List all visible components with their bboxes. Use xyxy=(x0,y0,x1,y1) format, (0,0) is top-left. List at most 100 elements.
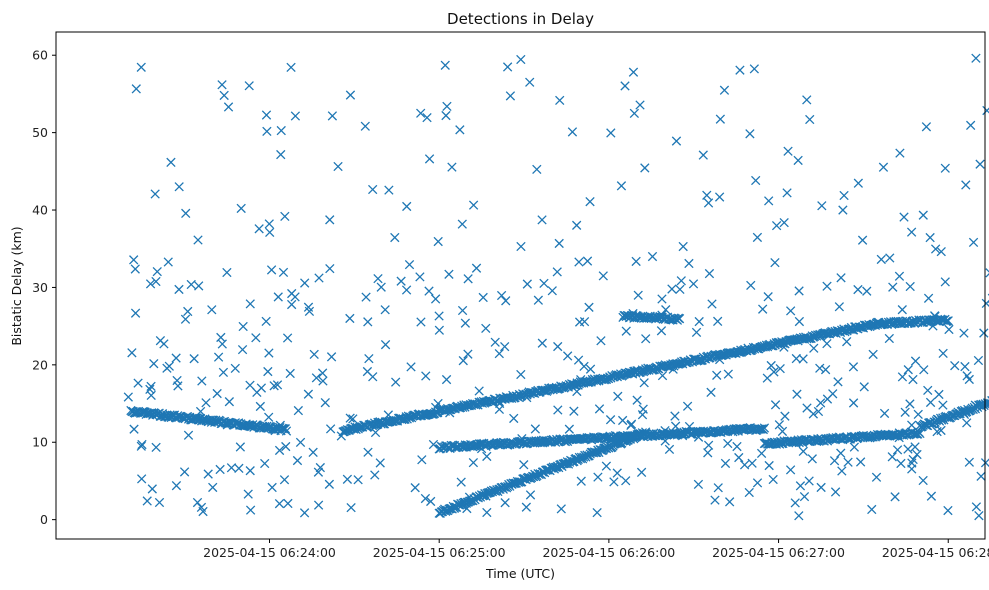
clutter-detection xyxy=(621,326,631,336)
y-tick-label: 40 xyxy=(32,203,48,218)
clutter-detection xyxy=(183,306,193,317)
clutter-detection xyxy=(308,447,318,458)
clutter-detection xyxy=(245,380,255,390)
clutter-detection xyxy=(324,479,335,489)
clutter-detection xyxy=(664,444,675,455)
clutter-detection xyxy=(944,324,954,335)
clutter-detection xyxy=(552,267,562,277)
clutter-detection xyxy=(601,461,612,471)
clutter-detection xyxy=(974,511,984,521)
clutter-detection xyxy=(370,470,380,480)
clutter-detection xyxy=(768,474,778,485)
clutter-detection xyxy=(441,374,452,385)
clutter-detection xyxy=(362,366,373,377)
clutter-detection xyxy=(313,467,324,477)
clutter-detection xyxy=(647,251,658,262)
clutter-detection xyxy=(959,328,969,338)
clutter-detection xyxy=(276,149,286,160)
clutter-detection xyxy=(137,439,147,450)
clutter-detection xyxy=(592,507,602,518)
chart-title: Detections in Delay xyxy=(447,10,594,28)
clutter-detection xyxy=(815,363,825,373)
clutter-detection xyxy=(693,432,704,442)
clutter-detection xyxy=(463,349,473,359)
clutter-detection xyxy=(494,348,504,359)
clutter-detection xyxy=(894,271,905,281)
clutter-detection xyxy=(345,90,356,100)
clutter-detection xyxy=(262,126,272,137)
clutter-detection xyxy=(360,121,370,131)
clutter-detection xyxy=(785,465,796,475)
clutter-detection xyxy=(283,498,293,509)
clutter-detection xyxy=(938,348,948,359)
clutter-detection xyxy=(496,290,507,301)
clutter-detection xyxy=(918,210,928,220)
clutter-detection xyxy=(780,411,790,421)
clutter-detection xyxy=(416,108,426,118)
clutter-detection xyxy=(422,112,432,123)
clutter-detection xyxy=(713,483,723,493)
clutter-detection xyxy=(333,161,343,172)
clutter-detection xyxy=(897,372,908,382)
x-axis-label: Time (UTC) xyxy=(485,566,555,581)
clutter-detection xyxy=(723,438,733,449)
clutter-detection xyxy=(932,426,942,437)
clutter-detection xyxy=(836,448,846,458)
track-detection xyxy=(464,496,475,506)
clutter-detection xyxy=(746,280,756,291)
clutter-detection xyxy=(770,400,781,410)
clutter-detection xyxy=(855,457,866,467)
clutter-detection xyxy=(794,316,805,327)
clutter-detection xyxy=(433,236,443,247)
clutter-detection xyxy=(918,475,928,486)
clutter-detection xyxy=(572,386,582,397)
clutter-detection xyxy=(146,390,156,401)
clutter-detection xyxy=(637,410,648,420)
clutter-detection xyxy=(829,456,840,466)
clutter-detection xyxy=(612,468,622,478)
clutter-detection xyxy=(245,299,255,309)
clutter-detection xyxy=(171,353,181,363)
clutter-detection xyxy=(212,388,222,399)
track-detection xyxy=(759,423,770,433)
clutter-detection xyxy=(688,279,699,289)
clutter-detection xyxy=(245,505,256,515)
clutter-detection xyxy=(735,65,745,75)
clutter-detection xyxy=(336,431,346,441)
clutter-detection xyxy=(799,491,810,502)
clutter-detection xyxy=(704,268,715,279)
clutter-detection xyxy=(363,317,373,327)
clutter-detection xyxy=(539,278,549,289)
clutter-detection xyxy=(971,502,982,512)
clutter-detection xyxy=(264,348,274,358)
clutter-detection xyxy=(752,478,763,488)
clutter-detection xyxy=(194,281,204,291)
clutter-detection xyxy=(613,391,623,401)
clutter-detection xyxy=(130,308,141,318)
clutter-detection xyxy=(576,375,586,385)
clutter-detection xyxy=(198,506,208,517)
clutter-detection xyxy=(236,203,246,214)
clutter-detection xyxy=(950,360,960,371)
clutter-detection xyxy=(569,406,579,416)
clutter-detection xyxy=(905,399,915,409)
clutter-detection xyxy=(779,342,789,352)
clutter-detection xyxy=(596,336,606,346)
clutter-detection xyxy=(752,232,763,243)
clutter-detection xyxy=(962,371,972,381)
clutter-detection xyxy=(416,317,426,327)
clutter-detection xyxy=(848,362,859,372)
clutter-detection xyxy=(747,458,757,468)
clutter-detection xyxy=(368,184,378,195)
clutter-detection xyxy=(790,498,800,508)
clutter-detection xyxy=(783,146,793,156)
clutter-detection xyxy=(720,458,731,469)
clutter-detection xyxy=(771,220,782,231)
clutter-detection xyxy=(617,415,628,426)
clutter-detection xyxy=(808,409,818,419)
clutter-detection xyxy=(719,85,730,95)
clutter-detection xyxy=(777,426,788,437)
clutter-detection xyxy=(136,62,146,72)
clutter-detection xyxy=(261,316,271,327)
clutter-detection xyxy=(964,457,975,467)
